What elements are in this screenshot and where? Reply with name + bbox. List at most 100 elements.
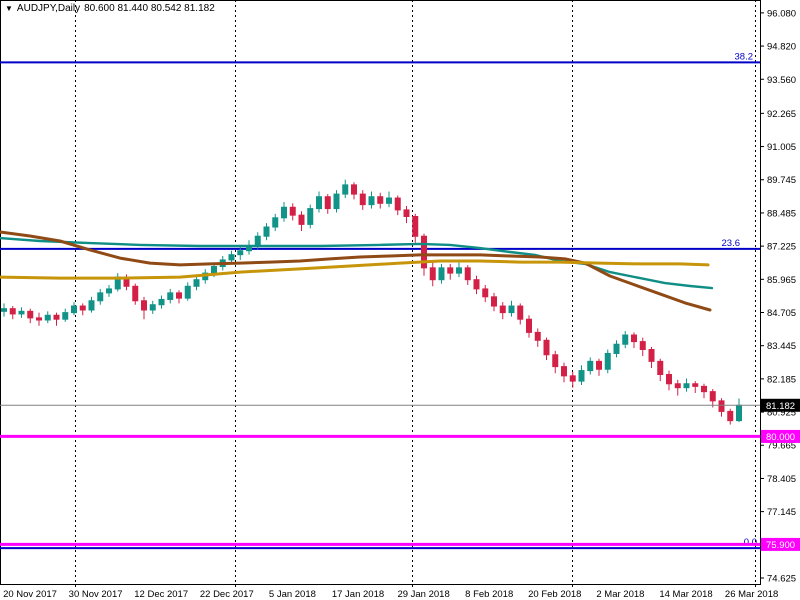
candle [18, 310, 25, 315]
candle [596, 360, 602, 370]
candle [71, 305, 77, 314]
candle [456, 267, 462, 274]
candle [718, 400, 725, 412]
candle [736, 404, 742, 422]
price-tick-label: 94.820 [767, 42, 796, 53]
candle [491, 296, 497, 307]
candle [543, 339, 550, 356]
candle [324, 196, 331, 210]
level-price-badge [761, 537, 800, 551]
candle [368, 196, 375, 206]
date-tick-label: 14 Mar 2018 [659, 589, 712, 600]
candle [604, 352, 611, 370]
price-tick-label: 79.665 [767, 441, 796, 452]
candle [394, 197, 401, 211]
candle [438, 267, 445, 281]
price-tick-label: 82.185 [767, 374, 796, 385]
ohlc-readout: 80.600 81.440 80.542 81.182 [84, 3, 215, 14]
date-tick-label: 17 Jan 2018 [332, 589, 384, 600]
candle [447, 267, 454, 274]
price-tick-label: 88.485 [767, 208, 796, 219]
candle [228, 254, 235, 261]
candlestick-series [1, 179, 742, 425]
price-tick-label: 91.005 [767, 142, 796, 153]
candle [578, 370, 585, 382]
candle [254, 235, 261, 246]
date-tick-label: 12 Dec 2017 [134, 589, 188, 600]
candle [421, 235, 427, 269]
candle [176, 292, 182, 299]
candle [674, 383, 681, 389]
price-tick-label: 83.445 [767, 341, 796, 352]
date-tick-label: 5 Jan 2018 [269, 589, 316, 600]
candle [709, 391, 716, 402]
fib-label-23.6: 23.6 [722, 238, 741, 249]
level-price-badge [761, 429, 800, 443]
candle [27, 310, 34, 319]
candle [132, 285, 139, 302]
price-axis[interactable]: 96.080 94.820 93.560 92.265 91.005 89.745 88.4… [760, 8, 796, 585]
candle [342, 184, 349, 195]
chart-title: ▼ AUDJPY,Daily 80.600 81.440 80.542 81.1… [5, 3, 215, 14]
candle [167, 292, 174, 300]
candle [526, 318, 532, 333]
candle [648, 349, 655, 362]
candle [79, 305, 86, 311]
candle [97, 292, 104, 302]
candle [464, 267, 471, 281]
candle [272, 217, 279, 228]
candle [412, 215, 419, 237]
candle [482, 288, 489, 298]
price-badges: 80.000 75.900 81.182 [761, 398, 800, 551]
horizontal-lines[interactable] [0, 434, 760, 546]
candle [631, 334, 637, 343]
candle [429, 267, 436, 281]
candle [377, 196, 384, 204]
bid-price-badge-text: 81.182 [766, 401, 795, 412]
candle [473, 279, 480, 290]
candle [351, 184, 357, 195]
level-price-badge-text: 75.900 [766, 540, 795, 551]
date-axis[interactable]: 20 Nov 2017 30 Nov 2017 12 Dec 2017 22 Dec … [3, 589, 778, 600]
candle [184, 285, 191, 299]
candle [106, 288, 112, 294]
date-tick-label: 2 Mar 2018 [596, 589, 644, 600]
date-tick-label: 20 Feb 2018 [528, 589, 581, 600]
price-tick-label: 89.745 [767, 175, 796, 186]
symbol-period-label: AUDJPY,Daily [16, 3, 81, 14]
candle [289, 206, 296, 216]
candle [333, 193, 340, 210]
candle [62, 312, 69, 320]
ma-brown [0, 230, 712, 312]
price-tick-label: 93.560 [767, 75, 796, 86]
candle [701, 385, 707, 393]
fib-label-0.0: 0.0 [744, 537, 757, 548]
candle [237, 250, 244, 256]
date-tick-label: 8 Feb 2018 [465, 589, 513, 600]
candle [692, 383, 699, 387]
candle [211, 266, 217, 274]
candle [727, 410, 734, 422]
level-price-badge-text: 80.000 [766, 432, 795, 443]
date-tick-label: 29 Jan 2018 [397, 589, 449, 600]
candle [9, 308, 16, 315]
candle [386, 197, 392, 204]
candle [141, 300, 147, 311]
candle [36, 317, 42, 321]
ma-teal [0, 236, 714, 290]
candle [534, 331, 541, 341]
candle [53, 314, 60, 320]
price-tick-label: 78.405 [767, 474, 796, 485]
date-tick-label: 22 Dec 2017 [200, 589, 254, 600]
candle [44, 314, 51, 321]
price-tick-label: 77.145 [767, 507, 796, 518]
symbol-dropdown-icon[interactable]: ▼ [5, 3, 13, 13]
date-tick-label: 26 Mar 2018 [725, 589, 778, 600]
fibonacci-levels[interactable]: 38.2 23.6 0.0 [0, 51, 760, 550]
candle [561, 366, 567, 377]
candle [149, 304, 156, 311]
candle [552, 354, 559, 368]
candle [263, 226, 270, 237]
